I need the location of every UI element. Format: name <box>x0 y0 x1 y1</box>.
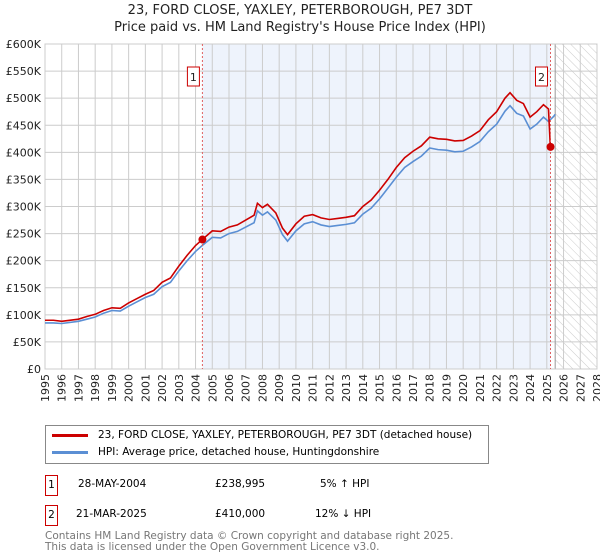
x-tick-label: 2023 <box>507 374 520 402</box>
sale-label-box <box>186 66 200 87</box>
x-tick-label: 2027 <box>574 374 587 402</box>
x-tick-label: 2000 <box>123 374 136 402</box>
sale-hpi-diff: 5% ↑ HPI <box>320 478 370 490</box>
x-tick-label: 2007 <box>240 374 253 402</box>
y-tick-label: £500K <box>6 92 42 105</box>
y-tick-label: £400K <box>6 146 42 159</box>
footer-licence: This data is licensed under the Open Gov… <box>45 541 380 553</box>
y-tick-label: £0 <box>27 363 41 376</box>
legend-swatch <box>52 450 88 454</box>
x-tick-label: 2016 <box>390 374 403 402</box>
chart-subtitle: Price paid vs. HM Land Registry's House … <box>114 20 486 35</box>
sale-price: £410,000 <box>215 508 266 520</box>
x-tick-label: 2005 <box>206 374 219 402</box>
x-tick-label: 2003 <box>173 374 186 402</box>
chart-title: 23, FORD CLOSE, YAXLEY, PETERBOROUGH, PE… <box>127 3 473 18</box>
sale-badge: 1 <box>45 475 58 496</box>
y-tick-label: £300K <box>6 201 42 214</box>
sale-hpi-diff: 12% ↓ HPI <box>315 508 372 520</box>
sale-point <box>546 142 555 151</box>
footer: Contains HM Land Registry data © Crown c… <box>45 531 453 553</box>
x-tick-label: 1998 <box>89 374 102 402</box>
y-tick-label: £600K <box>6 38 42 51</box>
x-tick-label: 2019 <box>440 374 453 402</box>
y-tick-label: £200K <box>6 255 42 268</box>
footer-copyright: Contains HM Land Registry data © Crown c… <box>45 530 454 542</box>
y-tick-label: £550K <box>6 65 42 78</box>
x-tick-label: 1997 <box>72 374 85 402</box>
x-tick-label: 2024 <box>524 374 537 402</box>
x-tick-label: 2013 <box>340 374 353 402</box>
x-tick-label: 2010 <box>290 374 303 402</box>
x-tick-label: 1995 <box>39 374 52 402</box>
y-tick-label: £50K <box>13 336 42 349</box>
x-tick-label: 2004 <box>190 374 203 402</box>
y-tick-label: £450K <box>6 119 42 132</box>
x-tick-label: 1996 <box>56 374 69 402</box>
plot-area: 1 2 £0 £50K £100K £150K £200K £250K £300K £350K £4… <box>6 38 600 402</box>
x-tick-label: 2012 <box>323 374 336 402</box>
legend-item-property: 23, FORD CLOSE, YAXLEY, PETERBOROUGH, PE… <box>52 429 472 441</box>
x-tick-label: 2026 <box>558 374 571 402</box>
sale-price: £238,995 <box>215 478 266 490</box>
legend-item-hpi: HPI: Average price, detached house, Hunt… <box>52 446 379 458</box>
x-tick-label: 2008 <box>256 374 269 402</box>
x-tick-label: 2017 <box>407 374 420 402</box>
y-tick-label: £250K <box>6 228 42 241</box>
y-tick-label: £350K <box>6 173 42 186</box>
x-tick-label: 2018 <box>424 374 437 402</box>
x-tick-label: 2006 <box>223 374 236 402</box>
y-tick-label: £150K <box>6 282 42 295</box>
sale-label: 2 <box>538 71 545 84</box>
x-tick-label: 2002 <box>156 374 169 402</box>
sale-label-box <box>534 66 548 87</box>
x-tick-label: 2020 <box>457 374 470 402</box>
y-tick-label: £100K <box>6 309 42 322</box>
legend-label: HPI: Average price, detached house, Hunt… <box>98 446 380 458</box>
x-tick-label: 1999 <box>106 374 119 402</box>
x-tick-label: 2014 <box>357 374 370 402</box>
x-tick-label: 2025 <box>541 374 554 402</box>
legend-swatch <box>52 433 88 437</box>
sale-label: 1 <box>190 71 197 84</box>
x-tick-label: 2028 <box>591 374 600 402</box>
x-tick-label: 2011 <box>307 374 320 402</box>
sale-date: 28-MAY-2004 <box>78 478 147 490</box>
hpi-line <box>45 104 556 325</box>
x-tick-label: 2022 <box>491 374 504 402</box>
x-tick-label: 2021 <box>474 374 487 402</box>
sale-point <box>198 235 207 244</box>
plot-frame <box>44 43 598 370</box>
legend: 23, FORD CLOSE, YAXLEY, PETERBOROUGH, PE… <box>45 425 489 464</box>
x-tick-label: 2015 <box>374 374 387 402</box>
x-tick-label: 2009 <box>273 374 286 402</box>
sale-date: 21-MAR-2025 <box>76 508 147 520</box>
legend-label: 23, FORD CLOSE, YAXLEY, PETERBOROUGH, PE… <box>98 429 473 441</box>
x-tick-label: 2001 <box>139 374 152 402</box>
property-price-line <box>45 91 555 323</box>
sale-badge: 2 <box>45 505 58 526</box>
